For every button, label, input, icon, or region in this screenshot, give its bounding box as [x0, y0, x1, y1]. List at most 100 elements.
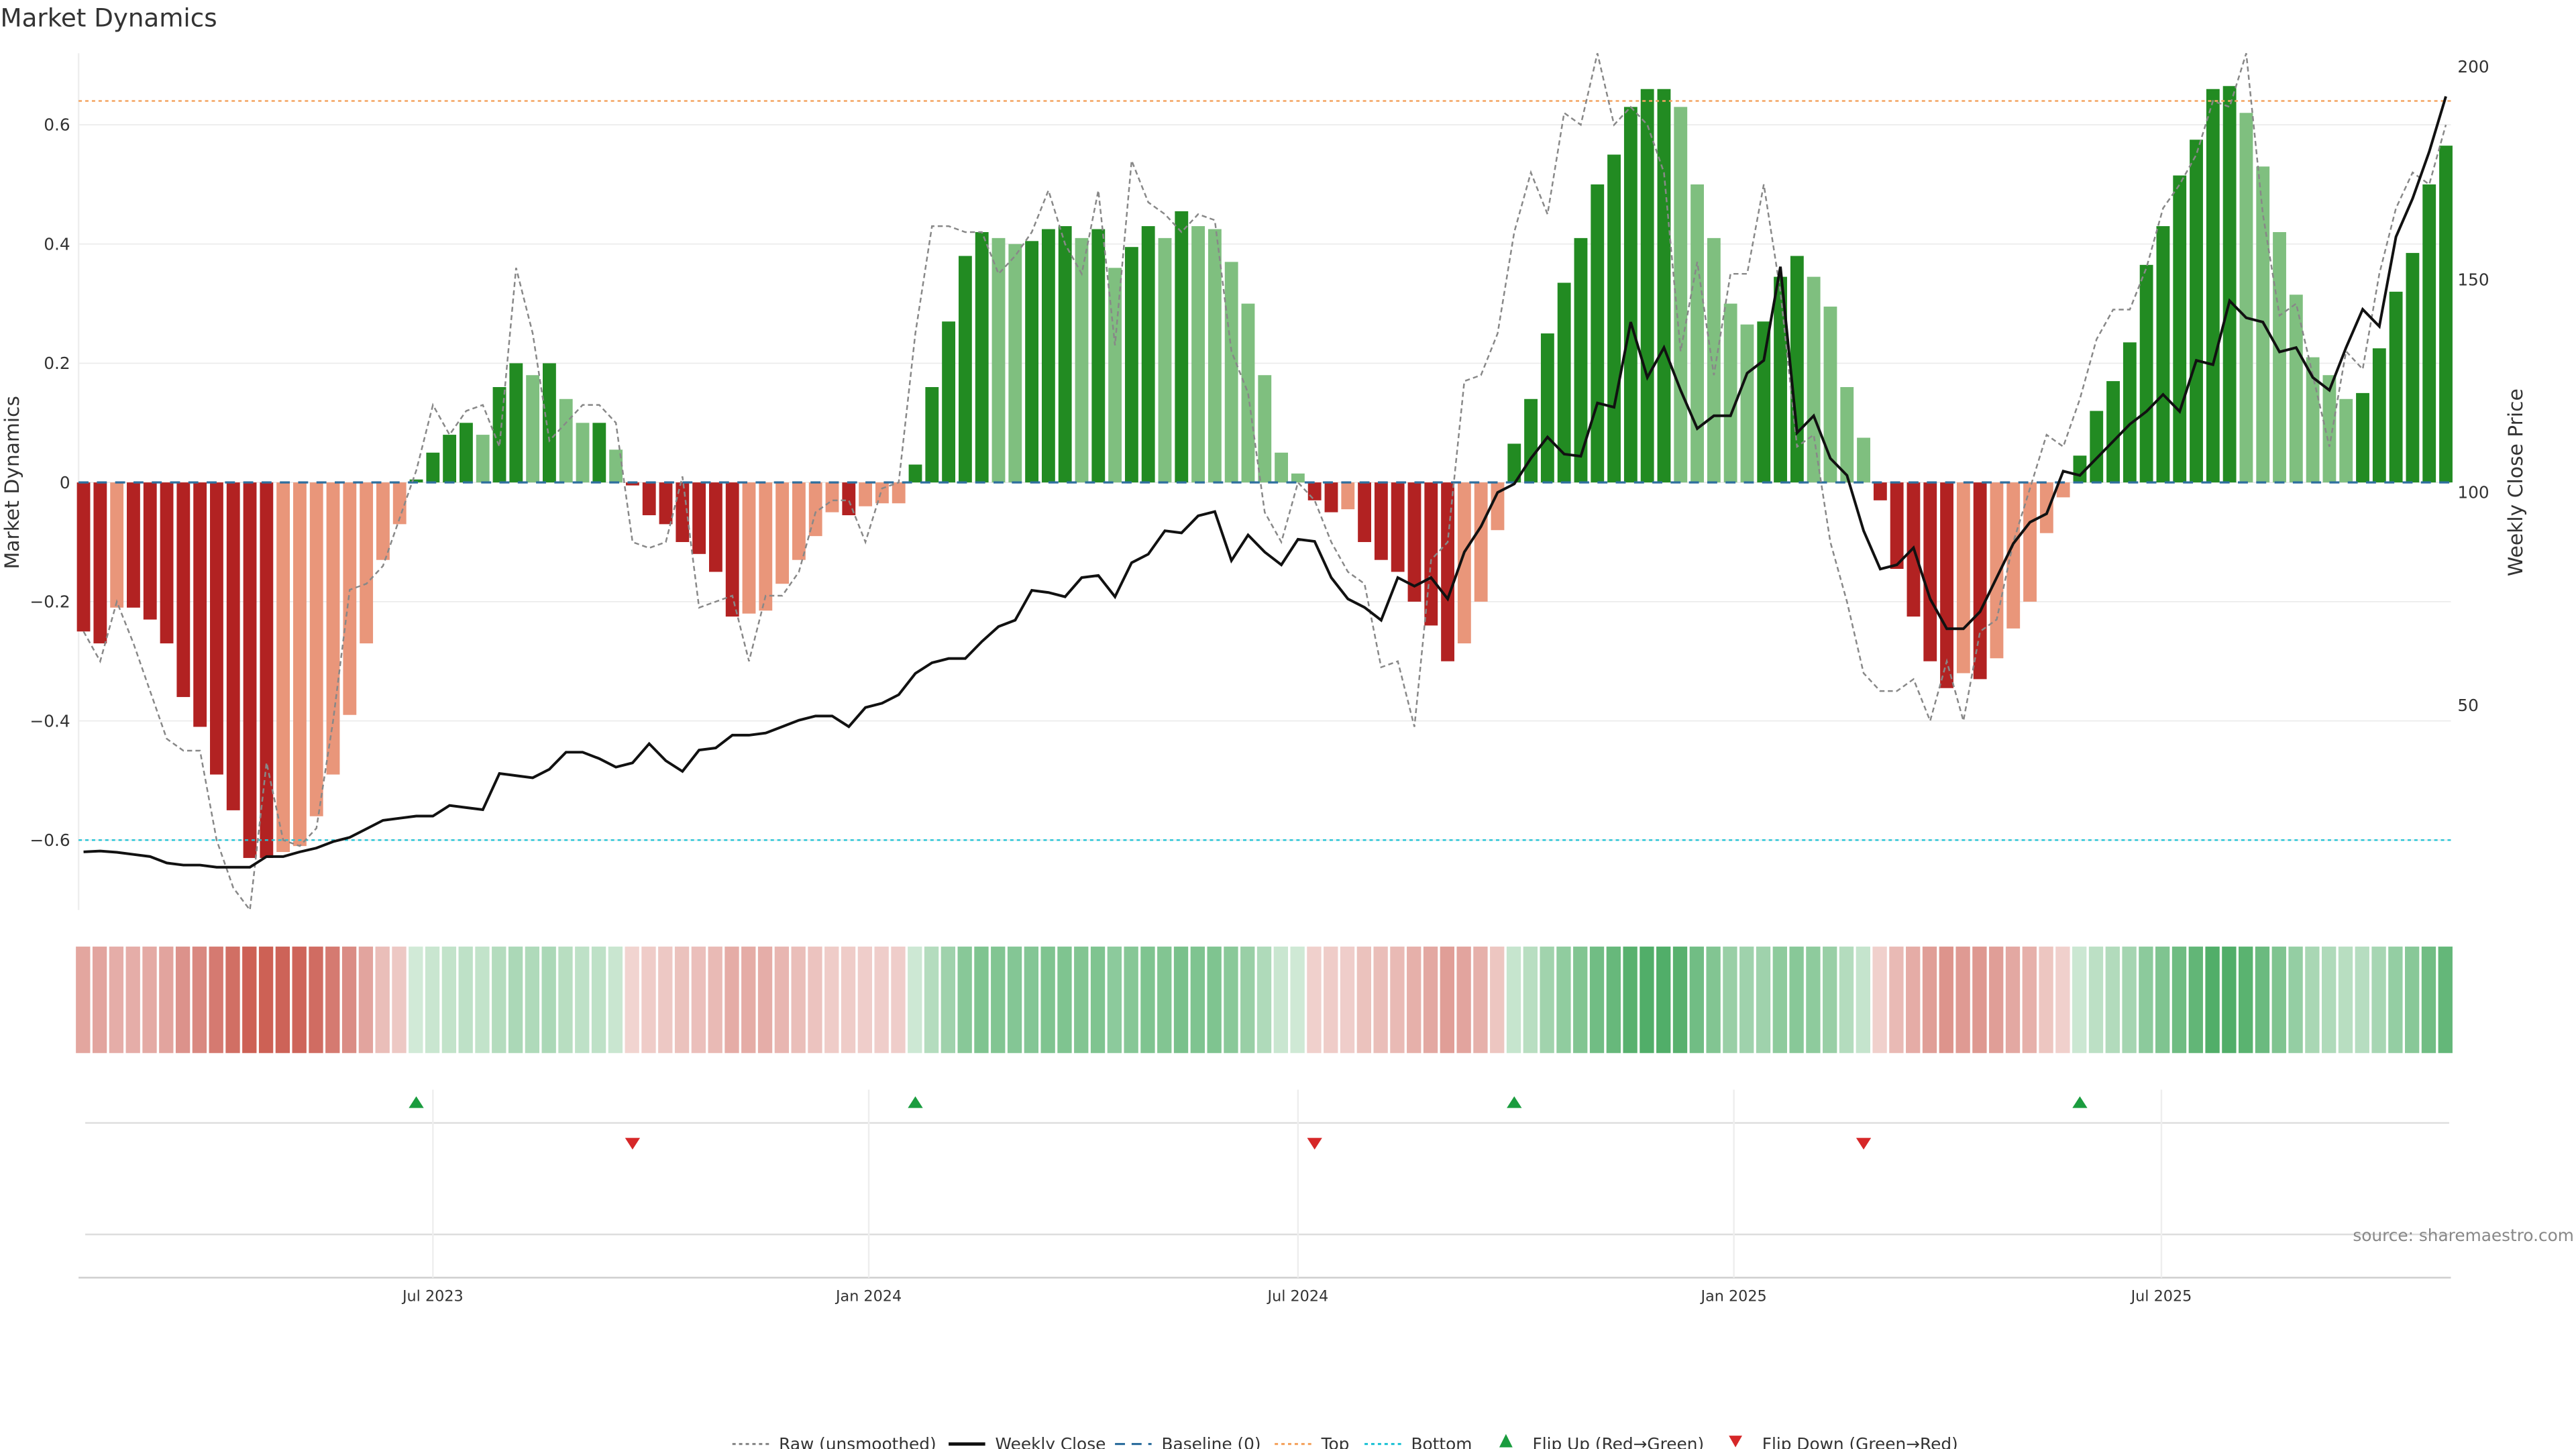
bar — [742, 482, 756, 614]
flip-down-marker — [1307, 1138, 1322, 1150]
heatmap-cell — [525, 947, 540, 1053]
bar — [376, 482, 390, 560]
bar-series — [76, 86, 2453, 858]
heatmap-cell — [2371, 947, 2386, 1053]
bar — [692, 482, 706, 554]
heatmap-cell — [1224, 947, 1238, 1053]
bar — [160, 482, 174, 644]
bar — [1025, 241, 1039, 483]
bar — [1823, 307, 1837, 483]
heatmap-cell — [724, 947, 739, 1053]
y-tick-label: −0.2 — [30, 592, 70, 612]
bar — [1990, 482, 2004, 659]
source-note: source: sharemaestro.com — [2353, 1226, 2574, 1245]
bar — [426, 452, 440, 483]
bar — [1574, 237, 1588, 483]
bar — [1524, 398, 1538, 483]
bar — [1507, 443, 1521, 483]
bar — [1374, 482, 1388, 560]
heatmap-cell — [76, 947, 91, 1053]
bar — [592, 423, 606, 483]
x-tick-label: Jan 2024 — [835, 1287, 902, 1305]
bar — [509, 363, 523, 483]
heatmap-cell — [808, 947, 822, 1053]
heatmap-cell — [658, 947, 673, 1053]
heatmap-cell — [1706, 947, 1721, 1053]
bar — [243, 482, 257, 858]
heatmap-cell — [1989, 947, 2004, 1053]
heatmap-cell — [325, 947, 340, 1053]
y-axis-label: Market Dynamics — [1, 396, 24, 569]
weekly-close-line — [83, 96, 2447, 869]
bar — [1540, 333, 1554, 483]
flip-down-marker — [1856, 1138, 1872, 1150]
heatmap-cell — [475, 947, 490, 1053]
bar — [1041, 229, 1055, 483]
heatmap-cell — [1523, 947, 1538, 1053]
flip-up-marker — [409, 1096, 424, 1108]
bar — [1940, 482, 1953, 688]
heatmap-cell — [192, 947, 207, 1053]
bar — [2173, 175, 2187, 483]
bar — [1857, 437, 1870, 483]
bar — [2273, 231, 2286, 483]
heatmap-cell — [1806, 947, 1821, 1053]
bar — [360, 482, 374, 644]
heatmap-cell — [1107, 947, 1122, 1053]
heatmap-cell — [2322, 947, 2337, 1053]
bar — [1075, 237, 1089, 483]
heatmap-cell — [2222, 947, 2237, 1053]
heatmap-cell — [142, 947, 157, 1053]
heatmap-cell — [558, 947, 573, 1053]
bar — [1091, 229, 1106, 483]
heatmap-cell — [2271, 947, 2286, 1053]
x-tick-label: Jul 2024 — [1267, 1287, 1329, 1305]
bar — [2139, 264, 2153, 483]
bar — [825, 482, 839, 513]
y-tick-label: −0.6 — [30, 830, 70, 850]
heatmap-cell — [991, 947, 1006, 1053]
heatmap-cell — [2139, 947, 2153, 1053]
heatmap-cell — [258, 947, 274, 1053]
bar — [908, 464, 922, 483]
heatmap-strip — [76, 947, 2453, 1053]
bar — [293, 482, 307, 847]
heatmap-cell — [774, 947, 790, 1053]
heatmap-cell — [309, 947, 323, 1053]
heatmap-cell — [625, 947, 639, 1053]
flip-up-marker — [908, 1096, 923, 1108]
bar — [2222, 86, 2237, 483]
heatmap-cell — [1823, 947, 1837, 1053]
bar — [127, 482, 140, 608]
heatmap-cell — [1407, 947, 1421, 1053]
legend: Raw (unsmoothed) Weekly Close Baseline (0)… — [732, 1434, 1958, 1449]
heatmap-cell — [2088, 947, 2104, 1053]
heatmap-cell — [1356, 947, 1371, 1053]
bar — [226, 482, 240, 810]
heatmap-cell — [1324, 947, 1338, 1053]
heatmap-cell — [1556, 947, 1571, 1053]
heatmap-cell — [1589, 947, 1605, 1053]
bar — [775, 482, 790, 584]
heatmap-cell — [757, 947, 773, 1053]
y-right-tick-label: 200 — [2457, 57, 2489, 76]
bar — [2190, 140, 2203, 483]
heatmap-cell — [2438, 947, 2453, 1053]
bar — [2239, 113, 2253, 483]
bar — [1241, 303, 1255, 483]
heatmap-cell — [375, 947, 390, 1053]
heatmap-cell — [2239, 947, 2253, 1053]
bar — [210, 482, 223, 775]
bar — [958, 256, 972, 483]
heatmap-cell — [209, 947, 223, 1053]
heatmap-cell — [1606, 947, 1621, 1053]
heatmap-cell — [1772, 947, 1787, 1053]
bar — [1341, 482, 1355, 510]
bar — [991, 237, 1006, 483]
bar — [1607, 154, 1621, 483]
y-tick-label: 0.6 — [44, 115, 70, 135]
heatmap-cell — [1373, 947, 1388, 1053]
heatmap-cell — [1689, 947, 1704, 1053]
heatmap-cell — [425, 947, 440, 1053]
bar — [1175, 211, 1189, 483]
